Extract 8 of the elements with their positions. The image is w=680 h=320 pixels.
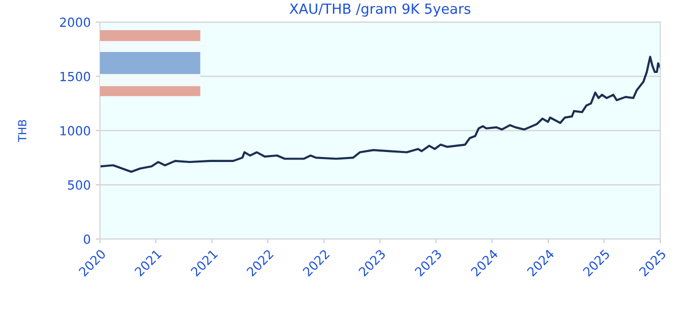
y-tick-label: 1500 — [60, 72, 90, 82]
line-series — [100, 56, 660, 173]
y-tick-label: 500 — [68, 180, 90, 190]
y-axis-title: THB — [18, 120, 26, 142]
y-tick-label: 1000 — [60, 126, 90, 136]
chart-title: XAU/THB /gram 9K 5years — [290, 3, 470, 17]
y-tick-label: 2000 — [60, 18, 90, 28]
y-tick-label: 0 — [84, 234, 90, 244]
